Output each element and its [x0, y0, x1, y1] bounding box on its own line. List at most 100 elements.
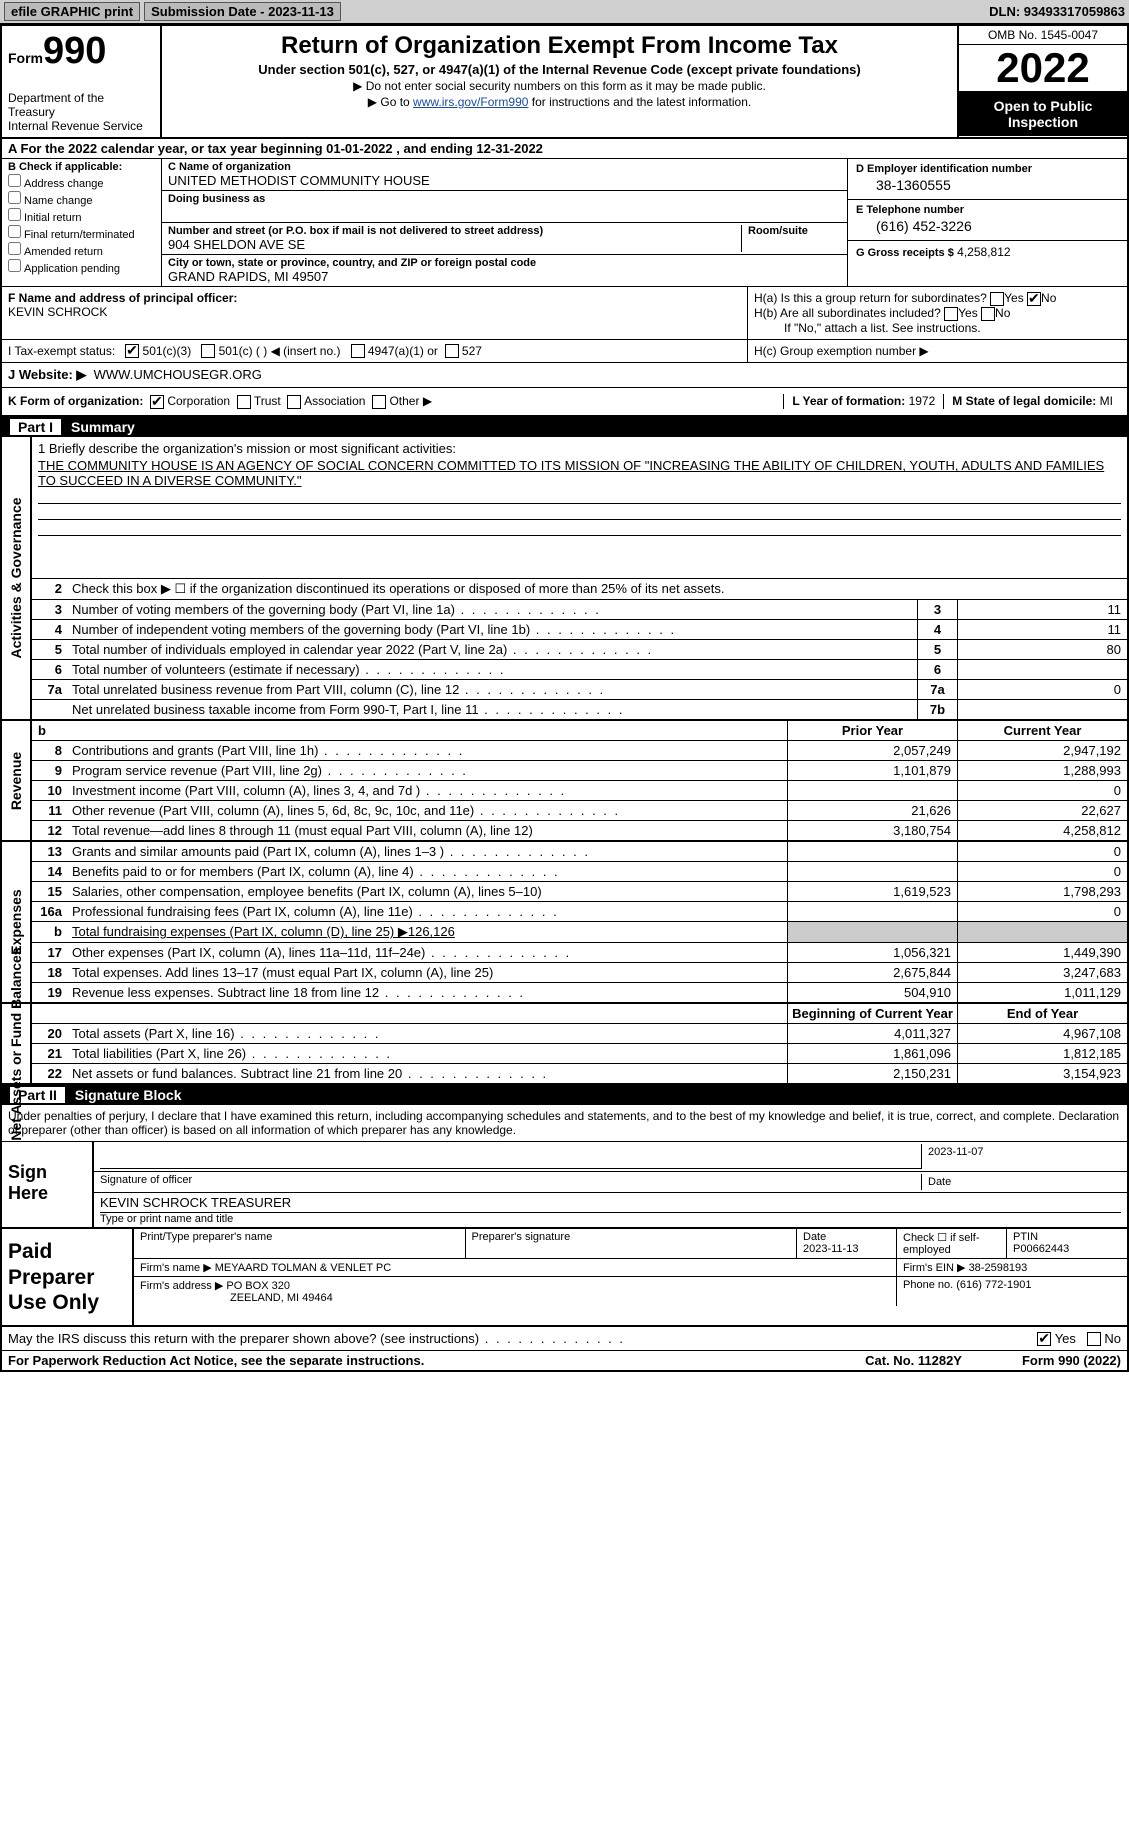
cb-amended-return[interactable]: Amended return: [8, 242, 155, 258]
line-3-val: 11: [957, 600, 1127, 619]
firm-name: MEYAARD TOLMAN & VENLET PC: [215, 1262, 391, 1274]
addr-value: 904 SHELDON AVE SE: [168, 237, 741, 252]
org-name-label: C Name of organization: [168, 161, 841, 173]
ptin-value: P00662443: [1013, 1243, 1121, 1255]
line-6: Total number of volunteers (estimate if …: [68, 660, 917, 679]
ha-no[interactable]: [1027, 292, 1041, 306]
room-label: Room/suite: [748, 225, 841, 237]
cb-501c[interactable]: [201, 344, 215, 358]
firm-phone: (616) 772-1901: [956, 1279, 1031, 1291]
type-print-label: Type or print name and title: [100, 1213, 1121, 1225]
section-b-label: B Check if applicable:: [8, 161, 155, 173]
hb-no[interactable]: [981, 307, 995, 321]
ha-yes[interactable]: [990, 292, 1004, 306]
line-5: Total number of individuals employed in …: [68, 640, 917, 659]
website-value: WWW.UMCHOUSEGR.ORG: [94, 367, 262, 382]
form-org-label: K Form of organization:: [8, 394, 143, 408]
sig-officer-label: Signature of officer: [100, 1174, 921, 1190]
year-formation-label: L Year of formation:: [792, 394, 905, 408]
line-20: Total assets (Part X, line 16): [68, 1024, 787, 1043]
top-bar: efile GRAPHIC print Submission Date - 20…: [0, 0, 1129, 24]
state-domicile-label: M State of legal domicile:: [952, 394, 1096, 408]
firm-addr1: PO BOX 320: [226, 1280, 290, 1292]
form-subtitle: Under section 501(c), 527, or 4947(a)(1)…: [168, 62, 951, 77]
hb-yes[interactable]: [944, 307, 958, 321]
form-footer: Form 990 (2022): [1022, 1353, 1121, 1368]
firm-ein: 38-2598193: [969, 1262, 1028, 1274]
officer-label: F Name and address of principal officer:: [8, 291, 237, 305]
line-19: Revenue less expenses. Subtract line 18 …: [68, 983, 787, 1002]
goto-note: ▶ Go to www.irs.gov/Form990 for instruct…: [168, 95, 951, 109]
cb-app-pending[interactable]: Application pending: [8, 259, 155, 275]
ssn-note: ▶ Do not enter social security numbers o…: [168, 79, 951, 93]
submission-date: Submission Date - 2023-11-13: [144, 2, 341, 21]
cb-assoc[interactable]: [287, 395, 301, 409]
line-7b-val: [957, 700, 1127, 719]
ein-label: D Employer identification number: [856, 163, 1119, 175]
cb-final-return[interactable]: Final return/terminated: [8, 225, 155, 241]
end-year-hdr: End of Year: [957, 1004, 1127, 1023]
part1-header: Part ISummary: [2, 417, 1127, 437]
cb-address-change[interactable]: Address change: [8, 174, 155, 190]
line-18: Total expenses. Add lines 13–17 (must eq…: [68, 963, 787, 982]
line-7a: Total unrelated business revenue from Pa…: [68, 680, 917, 699]
line-6-val: [957, 660, 1127, 679]
discuss-no[interactable]: [1087, 1332, 1101, 1346]
line-13: Grants and similar amounts paid (Part IX…: [68, 842, 787, 861]
gross-value: 4,258,812: [957, 245, 1010, 259]
sig-date-label: Date: [921, 1174, 1121, 1190]
cb-527[interactable]: [445, 344, 459, 358]
cb-501c3[interactable]: [125, 344, 139, 358]
current-year-hdr: Current Year: [957, 721, 1127, 740]
dept-treasury: Department of the Treasury: [8, 91, 154, 119]
addr-label: Number and street (or P.O. box if mail i…: [168, 225, 741, 237]
tel-label: E Telephone number: [856, 204, 1119, 216]
irs-link[interactable]: www.irs.gov/Form990: [413, 95, 528, 109]
line-14: Benefits paid to or for members (Part IX…: [68, 862, 787, 881]
hb-label: H(b) Are all subordinates included?: [754, 306, 941, 320]
tel-value: (616) 452-3226: [856, 216, 1119, 236]
self-employed-check[interactable]: Check ☐ if self-employed: [897, 1229, 1007, 1258]
year-formation: 1972: [909, 394, 936, 408]
side-revenue: Revenue: [2, 721, 32, 840]
line-21: Total liabilities (Part X, line 26): [68, 1044, 787, 1063]
org-name: UNITED METHODIST COMMUNITY HOUSE: [168, 173, 841, 188]
line-16a: Professional fundraising fees (Part IX, …: [68, 902, 787, 921]
dba-label: Doing business as: [168, 193, 841, 205]
firm-addr2: ZEELAND, MI 49464: [140, 1292, 890, 1304]
line-7a-val: 0: [957, 680, 1127, 699]
cb-initial-return[interactable]: Initial return: [8, 208, 155, 224]
website-label: J Website: ▶: [8, 367, 86, 382]
discuss-yes[interactable]: [1037, 1332, 1051, 1346]
part2-header: Part IISignature Block: [2, 1085, 1127, 1105]
cb-trust[interactable]: [237, 395, 251, 409]
cb-4947[interactable]: [351, 344, 365, 358]
line-17: Other expenses (Part IX, column (A), lin…: [68, 943, 787, 962]
line-3: Number of voting members of the governin…: [68, 600, 917, 619]
form-title: Return of Organization Exempt From Incom…: [168, 32, 951, 60]
state-domicile: MI: [1100, 394, 1113, 408]
line-15: Salaries, other compensation, employee b…: [68, 882, 787, 901]
line-22: Net assets or fund balances. Subtract li…: [68, 1064, 787, 1083]
hc-label: H(c) Group exemption number ▶: [754, 344, 929, 358]
cb-corp[interactable]: [150, 395, 164, 409]
irs-label: Internal Revenue Service: [8, 119, 154, 133]
line-4: Number of independent voting members of …: [68, 620, 917, 639]
side-net-assets: Net Assets or Fund Balances: [2, 1004, 32, 1083]
cb-name-change[interactable]: Name change: [8, 191, 155, 207]
dln: DLN: 93493317059863: [989, 4, 1125, 19]
cat-no: Cat. No. 11282Y: [865, 1353, 962, 1368]
mission-text: THE COMMUNITY HOUSE IS AN AGENCY OF SOCI…: [38, 458, 1121, 488]
officer-printed-name: KEVIN SCHROCK TREASURER: [100, 1195, 1121, 1213]
beg-year-hdr: Beginning of Current Year: [787, 1004, 957, 1023]
line-10: Investment income (Part VIII, column (A)…: [68, 781, 787, 800]
omb-number: OMB No. 1545-0047: [959, 26, 1127, 45]
line-11: Other revenue (Part VIII, column (A), li…: [68, 801, 787, 820]
line-2: Check this box ▶ ☐ if the organization d…: [68, 579, 1127, 599]
if-no-note: If "No," attach a list. See instructions…: [754, 321, 1121, 335]
side-governance: Activities & Governance: [2, 437, 32, 719]
cb-other[interactable]: [372, 395, 386, 409]
perjury-statement: Under penalties of perjury, I declare th…: [2, 1105, 1127, 1142]
efile-button[interactable]: efile GRAPHIC print: [4, 2, 140, 21]
city-label: City or town, state or province, country…: [168, 257, 841, 269]
